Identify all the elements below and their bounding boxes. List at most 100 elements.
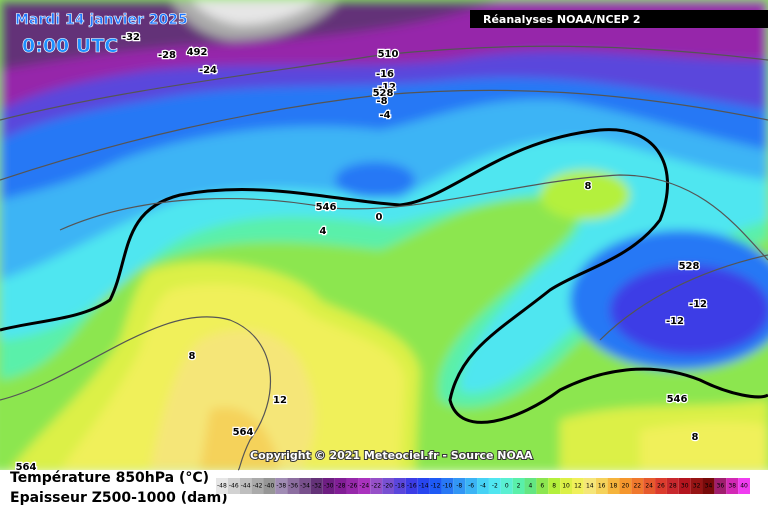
scale-swatch xyxy=(643,478,656,494)
contour-label: -12 xyxy=(666,316,684,327)
scale-label: 8 xyxy=(552,483,556,490)
scale-label: 14 xyxy=(586,483,594,490)
scale-label: -30 xyxy=(324,483,334,490)
scale-swatch xyxy=(429,478,442,494)
scale-label: -46 xyxy=(229,483,239,490)
contour-label: 8 xyxy=(585,181,592,192)
scale-label: 34 xyxy=(705,483,713,490)
scale-label: -2 xyxy=(492,483,498,490)
scale-swatch xyxy=(631,478,644,494)
scale-swatch xyxy=(322,478,335,494)
scale-label: 28 xyxy=(669,483,677,490)
scale-label: 38 xyxy=(728,483,736,490)
contour-label: 546 xyxy=(316,202,337,213)
scale-swatch xyxy=(536,478,549,494)
scale-label: -14 xyxy=(419,483,429,490)
scale-swatch xyxy=(417,478,430,494)
contour-label: 8 xyxy=(692,432,699,443)
contour-label: 564 xyxy=(16,462,37,473)
source-badge: Réanalyses NOAA/NCEP 2 xyxy=(483,13,641,26)
scale-swatch xyxy=(216,478,228,494)
contour-label: -28 xyxy=(158,50,176,61)
scale-swatch xyxy=(595,478,608,494)
scale-swatch xyxy=(678,478,691,494)
contour-label: -12 xyxy=(378,82,396,93)
scale-label: 40 xyxy=(740,483,748,490)
scale-swatch xyxy=(512,478,525,494)
scale-label: 36 xyxy=(717,483,725,490)
scale-swatch xyxy=(263,478,276,494)
contours xyxy=(0,45,768,471)
scale-label: -26 xyxy=(348,483,358,490)
scale-swatch xyxy=(346,478,359,494)
scale-label: 32 xyxy=(693,483,701,490)
legend-title-1: Température 850hPa (°C) xyxy=(10,470,209,486)
scale-label: -18 xyxy=(395,483,405,490)
contour-label: 528 xyxy=(679,261,700,272)
scale-swatch xyxy=(287,478,300,494)
scale-swatch xyxy=(548,478,561,494)
scale-swatch xyxy=(524,478,537,494)
legend-title-2: Epaisseur Z500-1000 (dam) xyxy=(10,490,228,506)
scale-label: -12 xyxy=(431,483,441,490)
scale-label: 26 xyxy=(657,483,665,490)
scale-label: -34 xyxy=(300,483,310,490)
scale-label: -32 xyxy=(312,483,322,490)
scale-label: -6 xyxy=(468,483,474,490)
contour-label: 528 xyxy=(373,88,394,99)
scale-swatch xyxy=(488,478,501,494)
scale-swatch xyxy=(572,478,584,494)
scale-swatch xyxy=(370,478,383,494)
scale-swatch xyxy=(655,478,667,494)
contour-label: 4 xyxy=(320,226,327,237)
scale-label: -20 xyxy=(383,483,393,490)
contour-label: 492 xyxy=(187,47,208,58)
contour-label: 564 xyxy=(233,427,254,438)
scale-swatch xyxy=(275,478,288,494)
scale-swatch xyxy=(453,478,466,494)
scale-swatch xyxy=(666,478,679,494)
scale-label: 12 xyxy=(574,483,582,490)
scale-label: -42 xyxy=(253,483,263,490)
contour-label: -32 xyxy=(122,32,140,43)
contour-label: -16 xyxy=(376,69,394,80)
scale-swatch xyxy=(560,478,572,494)
scale-swatch xyxy=(583,478,596,494)
scale-label: -24 xyxy=(359,483,369,490)
scale-swatch xyxy=(382,478,394,494)
scale-swatch xyxy=(239,478,252,494)
scale-label: 10 xyxy=(562,483,570,490)
scale-label: 4 xyxy=(529,483,533,490)
scale-label: 16 xyxy=(598,483,606,490)
scale-label: 30 xyxy=(681,483,689,490)
scale-swatch xyxy=(738,478,750,494)
contour-label: -12 xyxy=(689,299,707,310)
scale-swatch xyxy=(310,478,323,494)
contour-label: 510 xyxy=(378,49,399,60)
scale-swatch xyxy=(358,478,371,494)
copyright: Copyright © 2021 Meteociel.fr - Source N… xyxy=(250,449,533,462)
scale-label: -38 xyxy=(276,483,286,490)
scale-label: -44 xyxy=(241,483,251,490)
scale-swatch xyxy=(619,478,632,494)
source-badge-bg xyxy=(470,10,768,28)
scale-swatch xyxy=(405,478,418,494)
time: 0:00 UTC xyxy=(22,35,118,57)
contour-label: -4 xyxy=(379,110,390,121)
scale-label: -28 xyxy=(336,483,346,490)
contour-label: 12 xyxy=(273,395,287,406)
contour-label: 8 xyxy=(189,351,196,362)
scale-swatch xyxy=(607,478,620,494)
scale-label: -16 xyxy=(407,483,417,490)
contour-label: 0 xyxy=(376,212,383,223)
scale-label: -40 xyxy=(264,483,274,490)
scale-swatch xyxy=(690,478,703,494)
date: Mardi 14 janvier 2025 xyxy=(15,12,188,28)
contour-label: 546 xyxy=(667,394,688,405)
scale-label: -4 xyxy=(480,483,486,490)
scale-label: -36 xyxy=(288,483,298,490)
scale-label: -22 xyxy=(371,483,381,490)
scale-swatch xyxy=(251,478,264,494)
